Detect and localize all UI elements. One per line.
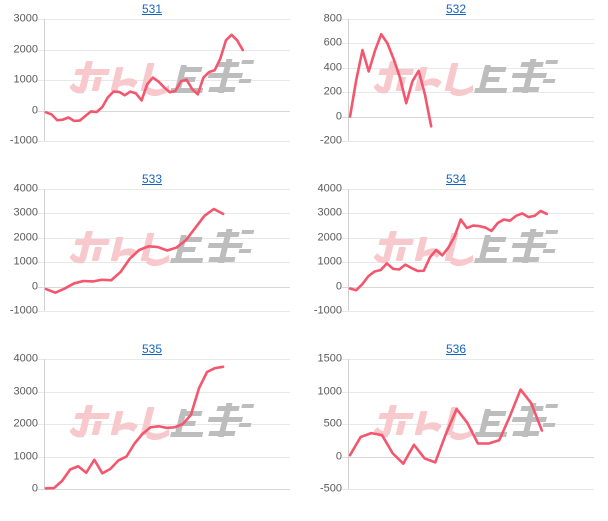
y-axis-line-535 bbox=[44, 359, 45, 489]
gridline-533-2000 bbox=[38, 237, 290, 239]
gridline-536-1000 bbox=[342, 391, 594, 393]
y-tick-label-536-1500: 1500 bbox=[317, 352, 342, 365]
y-tick-label-533--1000: -1000 bbox=[9, 304, 38, 317]
gridline-533-0 bbox=[38, 286, 290, 288]
gridline-536-1500 bbox=[342, 359, 594, 360]
chart-panel-534: 534 4000 3000 2000 1000 0 -1000 bbox=[304, 170, 608, 340]
y-tick-label-532-0: 0 bbox=[335, 110, 342, 123]
chart-panel-536: 536 1500 1000 500 0 -500 bbox=[304, 340, 608, 521]
plot-area-533: 4000 3000 2000 1000 0 -1000 bbox=[10, 183, 290, 316]
gridline-534-0 bbox=[342, 286, 594, 288]
y-tick-label-534-3000: 3000 bbox=[317, 206, 342, 219]
gridline-535-0 bbox=[38, 489, 290, 490]
y-tick-label-533-3000: 3000 bbox=[13, 206, 38, 219]
y-tick-label-536-1000: 1000 bbox=[317, 385, 342, 397]
y-tick-label-531-0: 0 bbox=[31, 104, 38, 116]
gridline-532-400 bbox=[342, 67, 594, 69]
y-tick-label-535-2000: 2000 bbox=[13, 417, 38, 430]
gridline-536--500 bbox=[342, 489, 594, 490]
gridline-532--200 bbox=[342, 141, 594, 142]
y-tick-label-532-600: 600 bbox=[323, 36, 342, 49]
gridline-531-2000 bbox=[38, 49, 290, 51]
gridline-533-3000 bbox=[38, 213, 290, 215]
gridline-534-2000 bbox=[342, 237, 594, 239]
chart-title-link-534[interactable]: 534 bbox=[445, 172, 467, 186]
plot-area-536: 1500 1000 500 0 -500 bbox=[318, 353, 594, 494]
y-tick-label-532-800: 800 bbox=[323, 12, 342, 25]
gridline-532-800 bbox=[342, 19, 594, 20]
y-tick-label-531-2000: 2000 bbox=[13, 43, 38, 55]
y-axis-line-534 bbox=[348, 189, 349, 311]
chart-panel-535: 535 4000 3000 2000 1000 0 bbox=[0, 340, 304, 521]
gridline-531-0 bbox=[38, 110, 290, 112]
gridline-534--1000 bbox=[342, 311, 594, 312]
y-tick-label-533-0: 0 bbox=[31, 280, 38, 293]
gridline-533-4000 bbox=[38, 189, 290, 190]
y-tick-label-531-3000: 3000 bbox=[13, 12, 38, 25]
y-tick-label-533-2000: 2000 bbox=[13, 231, 38, 244]
gridline-534-3000 bbox=[342, 213, 594, 215]
chart-panel-531: 531 3000 2000 1000 0 -1000 bbox=[0, 0, 304, 170]
series-line-534 bbox=[348, 189, 594, 311]
series-line-536 bbox=[348, 359, 594, 489]
chart-title-link-536[interactable]: 536 bbox=[445, 342, 467, 356]
gridline-535-4000 bbox=[38, 359, 290, 360]
y-axis-line-536 bbox=[348, 359, 349, 489]
y-tick-label-533-1000: 1000 bbox=[13, 255, 38, 268]
gridline-531-3000 bbox=[38, 19, 290, 20]
plot-area-535: 4000 3000 2000 1000 0 bbox=[14, 353, 290, 494]
series-line-532 bbox=[348, 19, 594, 141]
plot-area-532: 800 600 400 200 0 -200 bbox=[320, 13, 594, 146]
series-line-535 bbox=[44, 359, 290, 489]
y-tick-label-531--1000: -1000 bbox=[9, 134, 38, 147]
y-tick-label-534-0: 0 bbox=[335, 280, 342, 293]
y-axis-line-533 bbox=[44, 189, 45, 311]
chart-title-link-531[interactable]: 531 bbox=[141, 2, 163, 16]
y-tick-label-534-4000: 4000 bbox=[317, 182, 342, 195]
y-tick-label-535-1000: 1000 bbox=[13, 450, 38, 462]
y-tick-label-534-2000: 2000 bbox=[317, 231, 342, 244]
gridline-535-3000 bbox=[38, 391, 290, 393]
y-tick-label-536-500: 500 bbox=[323, 417, 342, 430]
chart-title-link-532[interactable]: 532 bbox=[445, 2, 467, 16]
y-tick-label-533-4000: 4000 bbox=[13, 182, 38, 195]
y-tick-label-532--200: -200 bbox=[319, 134, 342, 147]
y-tick-label-536-0: 0 bbox=[335, 450, 342, 462]
chart-title-link-535[interactable]: 535 bbox=[141, 342, 163, 356]
y-tick-label-534-1000: 1000 bbox=[317, 255, 342, 268]
chart-title-link-533[interactable]: 533 bbox=[141, 172, 163, 186]
y-tick-label-534--1000: -1000 bbox=[313, 304, 342, 317]
gridline-532-0 bbox=[342, 116, 594, 118]
y-tick-label-532-200: 200 bbox=[323, 85, 342, 98]
gridline-533--1000 bbox=[38, 311, 290, 312]
series-line-531 bbox=[44, 19, 290, 141]
y-tick-label-532-400: 400 bbox=[323, 61, 342, 74]
y-axis-line-532 bbox=[348, 19, 349, 141]
chart-panel-533: 533 4000 3000 2000 1000 0 -1000 bbox=[0, 170, 304, 340]
y-axis-line-531 bbox=[44, 19, 45, 141]
y-tick-label-535-4000: 4000 bbox=[13, 352, 38, 365]
chart-panel-532: 532 800 600 400 200 0 -200 bbox=[304, 0, 608, 170]
y-tick-label-535-3000: 3000 bbox=[13, 385, 38, 397]
plot-area-534: 4000 3000 2000 1000 0 -1000 bbox=[314, 183, 594, 316]
gridline-536-0 bbox=[342, 456, 594, 458]
y-tick-label-535-0: 0 bbox=[31, 482, 38, 495]
series-line-533 bbox=[44, 189, 290, 311]
gridline-535-2000 bbox=[38, 424, 290, 425]
gridline-531--1000 bbox=[38, 141, 290, 142]
gridline-534-4000 bbox=[342, 189, 594, 190]
plot-area-531: 3000 2000 1000 0 -1000 bbox=[10, 13, 290, 146]
gridline-532-600 bbox=[342, 43, 594, 45]
y-tick-label-536--500: -500 bbox=[319, 482, 342, 495]
gridline-531-1000 bbox=[38, 80, 290, 81]
gridline-535-1000 bbox=[38, 456, 290, 458]
y-tick-label-531-1000: 1000 bbox=[13, 73, 38, 86]
